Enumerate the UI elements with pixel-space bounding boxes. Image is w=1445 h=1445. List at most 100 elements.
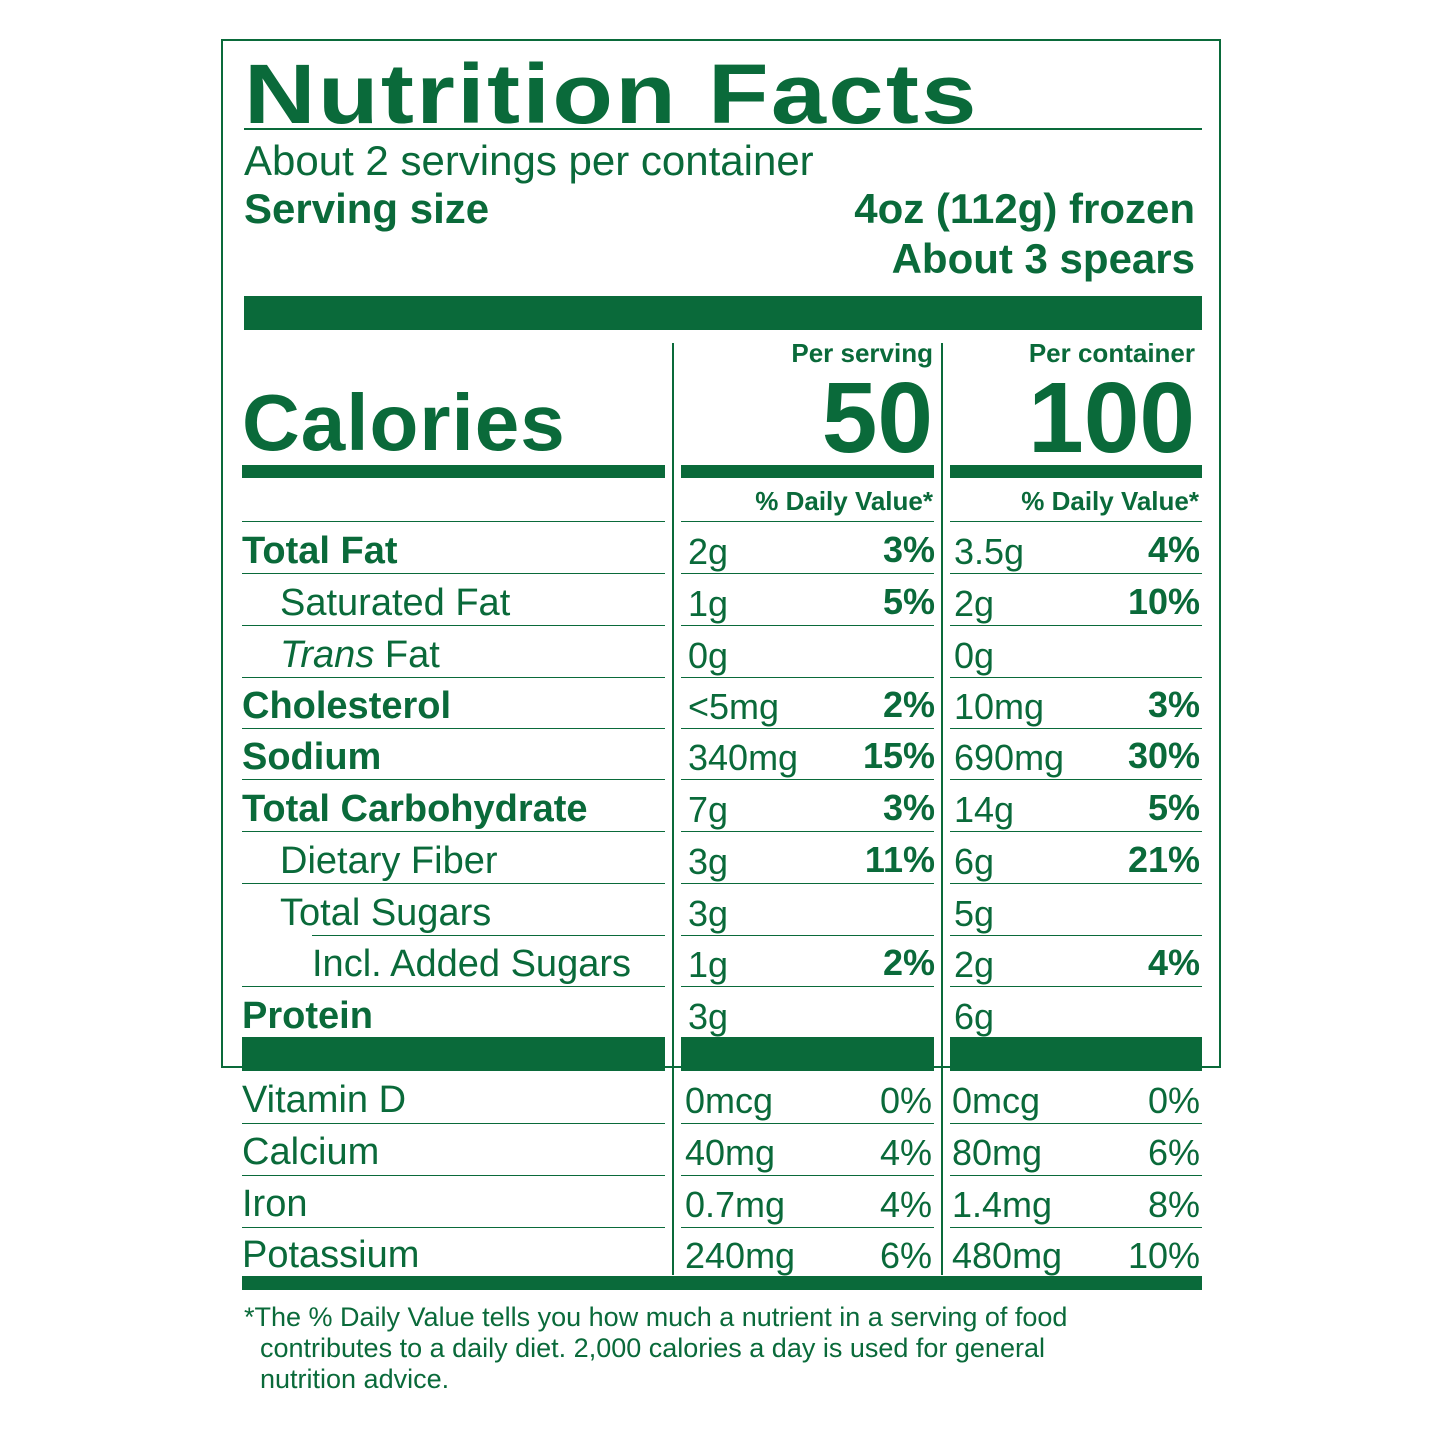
container-amount: 6g: [954, 841, 995, 882]
container-daily-value: 4%: [1147, 942, 1200, 983]
row-rule: [950, 625, 1202, 626]
vitamin-label: Iron: [242, 1183, 308, 1225]
serving-daily-value: 3%: [882, 787, 935, 828]
vitamin-serving-amount: 240mg: [685, 1235, 796, 1276]
serving-amount: 2g: [688, 531, 729, 572]
thick-rule-vitamins: [242, 1037, 665, 1071]
calories-rule-right: [950, 465, 1202, 478]
row-rule: [681, 625, 934, 626]
row-rule: [950, 883, 1202, 884]
nutrient-label: Saturated Fat: [280, 582, 511, 624]
row-rule: [242, 625, 665, 626]
calories-rule-mid: [681, 465, 934, 478]
row-rule: [950, 728, 1202, 729]
nutrient-label-italic: Trans: [280, 634, 375, 676]
row-rule: [950, 1123, 1202, 1124]
row-rule: [681, 573, 934, 574]
footnote-line-1: *The % Daily Value tells you how much a …: [244, 1302, 1068, 1332]
vitamin-container-dv: 6%: [1147, 1132, 1200, 1173]
calories-label: Calories: [242, 378, 566, 467]
row-rule: [950, 521, 1202, 522]
container-amount: 10mg: [954, 686, 1045, 727]
row-rule: [242, 1123, 665, 1124]
vitamin-container-amount: 0mcg: [952, 1080, 1041, 1121]
serving-size-extra: About 3 spears: [891, 235, 1195, 282]
row-rule: [681, 986, 934, 987]
serving-daily-value: 15%: [862, 735, 935, 776]
serving-amount: 340mg: [688, 737, 799, 778]
vitamin-serving-amount: 0.7mg: [685, 1184, 786, 1225]
serving-size-label: Serving size: [244, 185, 490, 232]
row-rule: [242, 573, 665, 574]
row-rule: [681, 1123, 934, 1124]
vitamin-container-amount: 480mg: [952, 1235, 1063, 1276]
nutrient-label: Cholesterol: [242, 685, 452, 727]
row-rule: [950, 573, 1202, 574]
row-rule: [242, 1227, 665, 1228]
vitamin-container-amount: 1.4mg: [952, 1184, 1053, 1225]
label-title: Nutrition Facts: [244, 47, 979, 141]
container-amount: 2g: [954, 583, 995, 624]
daily-value-header-serving: % Daily Value*: [755, 486, 933, 516]
nutrient-label: Dietary Fiber: [280, 840, 498, 882]
nutrient-label: Protein: [242, 995, 373, 1037]
container-daily-value: 4%: [1147, 529, 1200, 570]
nutrient-label: Total Fat: [242, 530, 398, 572]
row-rule: [312, 935, 665, 936]
row-rule: [242, 728, 665, 729]
row-rule: [242, 1175, 665, 1176]
title-rule: [244, 128, 1202, 130]
container-daily-value: 5%: [1147, 787, 1200, 828]
vitamin-serving-dv: 0%: [879, 1080, 932, 1121]
calories-per-serving: 50: [821, 362, 933, 474]
vitamin-serving-dv: 4%: [879, 1132, 932, 1173]
row-rule: [681, 779, 934, 780]
nutrient-label: Total Sugars: [280, 892, 492, 934]
serving-amount: 1g: [688, 944, 729, 985]
container-amount: 6g: [954, 996, 995, 1037]
thick-rule-bottom: [242, 1276, 1202, 1290]
vitamin-label: Calcium: [242, 1131, 380, 1173]
row-rule: [950, 831, 1202, 832]
per-container-header: Per container: [1028, 338, 1195, 368]
serving-size-value: 4oz (112g) frozen: [854, 185, 1195, 232]
row-rule: [681, 1175, 934, 1176]
row-rule: [681, 831, 934, 832]
calories-rule-left: [242, 465, 665, 478]
serving-daily-value: 2%: [882, 942, 935, 983]
serving-amount: 0g: [688, 635, 729, 676]
vitamin-container-dv: 8%: [1147, 1184, 1200, 1225]
row-rule: [950, 935, 1202, 936]
footnote: *The % Daily Value tells you how much a …: [244, 1302, 1184, 1395]
serving-amount: 3g: [688, 841, 729, 882]
column-divider-1: [672, 343, 674, 1275]
servings-per-container: About 2 servings per container: [244, 137, 814, 184]
container-amount: 3.5g: [954, 531, 1025, 572]
serving-amount: 1g: [688, 583, 729, 624]
row-rule: [242, 986, 665, 987]
container-daily-value: 30%: [1127, 735, 1200, 776]
thick-rule-vitamins: [681, 1037, 934, 1071]
nutrient-label: Incl. Added Sugars: [312, 943, 631, 985]
row-rule: [681, 521, 934, 522]
row-rule: [242, 883, 665, 884]
row-rule: [950, 779, 1202, 780]
row-rule: [681, 883, 934, 884]
serving-amount: <5mg: [688, 686, 780, 727]
serving-amount: 3g: [688, 893, 729, 934]
per-serving-header: Per serving: [791, 338, 933, 368]
container-daily-value: 3%: [1147, 684, 1200, 725]
thick-rule-vitamins: [950, 1037, 1202, 1071]
vitamin-serving-dv: 6%: [879, 1235, 932, 1276]
container-daily-value: 21%: [1127, 839, 1200, 880]
row-rule: [242, 779, 665, 780]
row-rule: [681, 935, 934, 936]
thick-rule-top: [244, 296, 1202, 330]
nutrient-label: Trans Fat: [280, 636, 440, 674]
container-amount: 14g: [954, 789, 1015, 830]
serving-daily-value: 2%: [882, 684, 935, 725]
column-divider-2: [941, 343, 943, 1275]
serving-amount: 7g: [688, 789, 729, 830]
row-rule: [681, 677, 934, 678]
footnote-line-3: nutrition advice.: [260, 1364, 450, 1394]
